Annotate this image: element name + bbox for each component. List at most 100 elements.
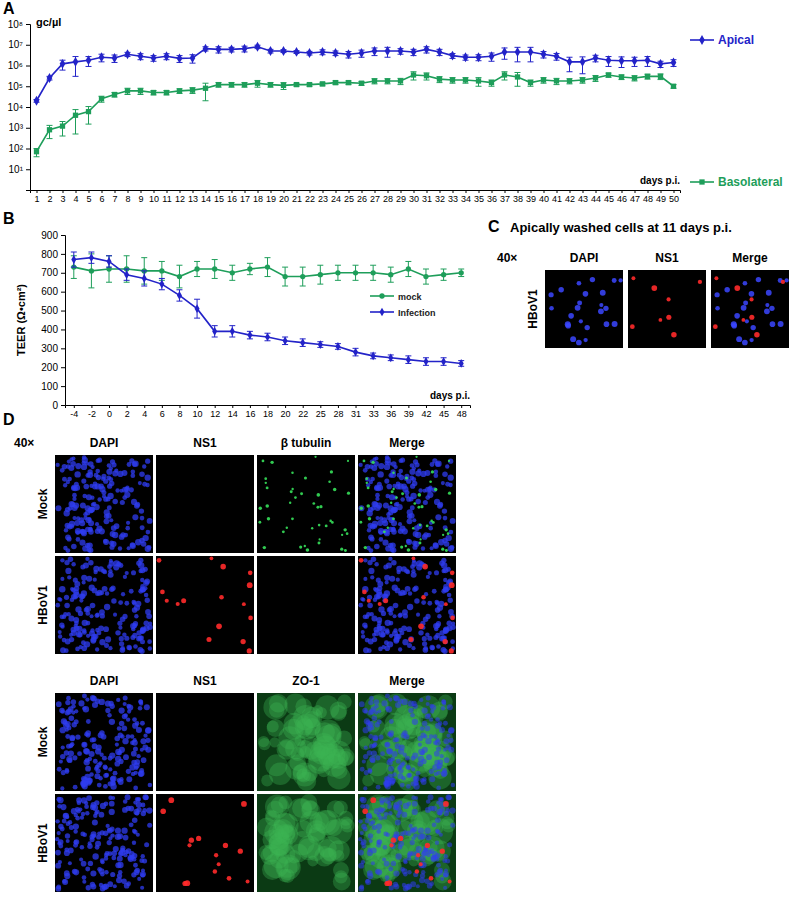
micrograph-frame [358, 693, 456, 791]
stain [437, 614, 441, 618]
marker [99, 52, 105, 62]
axis-line [61, 236, 66, 406]
error-bar [268, 83, 274, 88]
x-tick-mark [76, 190, 77, 193]
stain [416, 613, 420, 617]
stain [69, 633, 73, 637]
x-tick: 40 [539, 190, 549, 204]
stain [106, 476, 111, 481]
stain [291, 488, 293, 490]
error-bar [528, 80, 534, 86]
error-bar [177, 89, 183, 94]
stain [55, 505, 61, 511]
stain [121, 592, 125, 596]
x-tick-mark [570, 190, 571, 193]
stain [119, 777, 123, 781]
stain [67, 477, 72, 482]
error-bar [125, 88, 131, 94]
marker [450, 51, 456, 61]
stain [312, 502, 315, 505]
x-tick-mark [414, 190, 415, 193]
stain [114, 736, 120, 742]
x-tick-mark [167, 190, 168, 193]
marker [294, 47, 300, 57]
axis-line [31, 191, 681, 194]
stain [258, 738, 270, 750]
error-bar [645, 74, 651, 79]
stain [66, 696, 71, 701]
stain [374, 544, 380, 550]
axis-line [66, 406, 471, 409]
error-bar [282, 267, 288, 286]
error-bar [502, 72, 508, 80]
stain [132, 462, 137, 467]
x-tick: 6 [160, 405, 165, 419]
stain [144, 704, 150, 710]
stain [112, 471, 118, 477]
y-tick-mark [26, 128, 30, 129]
marker [89, 268, 94, 273]
stain [741, 305, 747, 311]
x-tick: 16 [227, 190, 237, 204]
stain [770, 321, 776, 327]
stain [100, 613, 105, 618]
y-tick: 600 [41, 286, 65, 297]
stain [431, 470, 434, 473]
y-tick: 10¹ [9, 164, 30, 175]
stain [124, 601, 129, 606]
stain [402, 707, 423, 728]
stain [131, 751, 137, 757]
stain [82, 580, 86, 584]
stain [412, 587, 417, 592]
stain [366, 504, 370, 508]
stain [87, 507, 93, 513]
marker [268, 82, 273, 87]
stain [126, 521, 130, 525]
x-tick-label: 33 [369, 409, 379, 419]
error-bar [194, 261, 200, 276]
marker [489, 80, 494, 85]
line [37, 47, 674, 101]
stain [123, 575, 127, 579]
stain [414, 541, 420, 547]
stain [408, 637, 413, 642]
x-tick-label: 29 [396, 194, 406, 204]
stain [145, 728, 151, 734]
stain [401, 776, 405, 780]
x-tick-mark [89, 190, 90, 193]
stain [95, 591, 100, 596]
stain [116, 698, 120, 702]
x-tick-label: 12 [210, 409, 220, 419]
stain [368, 568, 374, 574]
stain [74, 471, 80, 477]
panel-title: Apically washed cells at 11 days p.i. [510, 220, 732, 235]
stain [121, 725, 127, 731]
x-tick-mark [91, 405, 92, 408]
stain [135, 721, 140, 726]
stain [90, 603, 96, 609]
stain [385, 694, 390, 699]
error-bar [423, 358, 429, 366]
stain [140, 630, 144, 634]
stain [393, 603, 399, 609]
stain [364, 546, 367, 549]
stain [62, 477, 67, 482]
stain [216, 624, 222, 630]
y-tick: 10⁵ [8, 81, 30, 92]
y-tick-mark [26, 149, 30, 150]
x-tick: 28 [333, 405, 343, 419]
error-bar [73, 110, 79, 134]
stain [93, 570, 97, 574]
stain [447, 593, 452, 598]
x-tick: 22 [305, 190, 315, 204]
x-tick-label: 38 [513, 194, 523, 204]
x-tick-label: 19 [266, 194, 276, 204]
x-tick: 3 [60, 190, 65, 204]
y-tick-label: 700 [41, 267, 58, 278]
marker [606, 72, 611, 77]
stain [92, 737, 97, 742]
stain [422, 564, 428, 570]
stain [114, 761, 120, 767]
stain [392, 517, 395, 520]
x-tick-mark [232, 190, 233, 193]
